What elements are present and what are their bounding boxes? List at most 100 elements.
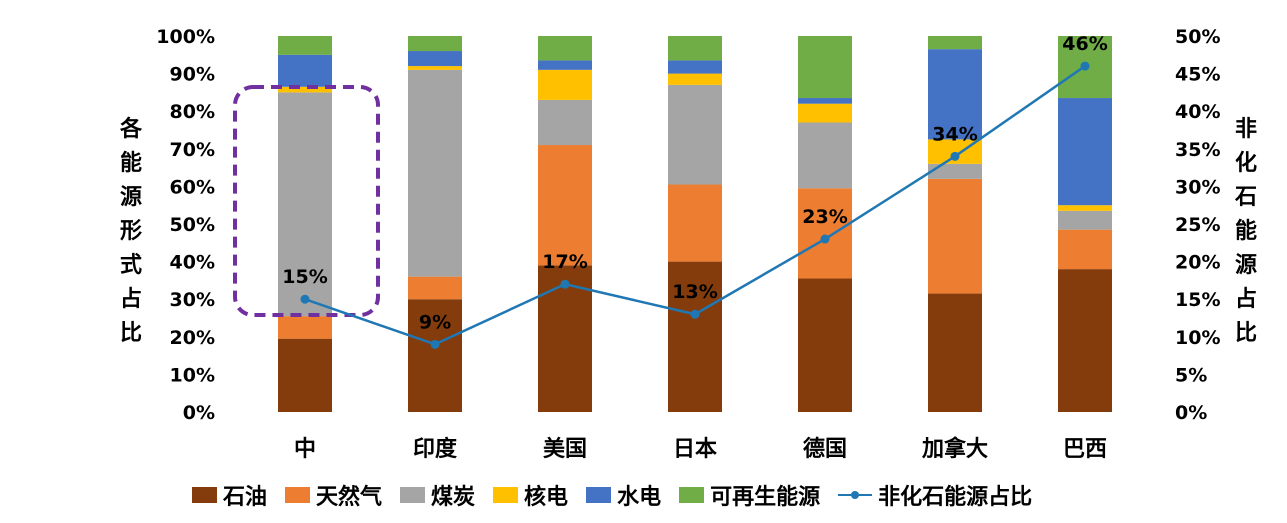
y-right-tick-label: 20% <box>1175 252 1220 274</box>
line-point-6 <box>1080 61 1090 71</box>
bar-segment-2-0 <box>278 92 332 317</box>
bar-segment-5-5 <box>928 36 982 50</box>
bar-segment-5-3 <box>668 36 722 61</box>
y-right-tick-label: 40% <box>1175 101 1220 123</box>
legend-swatch <box>493 487 519 503</box>
bar-segment-4-2 <box>538 60 592 70</box>
bar-segment-3-1 <box>408 66 462 70</box>
bar-segment-0-4 <box>798 278 852 412</box>
legend-item-0: 石油 <box>192 479 267 511</box>
category-label: 德国 <box>803 436 847 462</box>
legend-label: 石油 <box>223 485 268 510</box>
bar-segment-2-2 <box>538 99 592 146</box>
bar-segment-1-3 <box>668 184 722 262</box>
y-right-tick-label: 5% <box>1175 364 1207 386</box>
legend-label: 天然气 <box>316 485 383 510</box>
bar-segment-1-6 <box>1058 229 1112 270</box>
bar-segment-3-0 <box>278 86 332 93</box>
bar-segment-2-5 <box>928 163 982 179</box>
legend-item-4: 水电 <box>586 479 661 511</box>
bar-segment-2-6 <box>1058 210 1112 230</box>
y-right-tick-label: 50% <box>1175 26 1220 48</box>
energy-mix-chart: 0% 10% 20% 30% 40% 50% 60% 70% 80% 90% 100% 0% 5% 10%… <box>119 26 1257 462</box>
bar-segment-0-5 <box>928 293 982 412</box>
y-right-tick-label: 0% <box>1175 402 1207 424</box>
line-data-label: 17% <box>542 251 587 273</box>
y-left-axis-title: 各能源形式占比 <box>119 116 143 346</box>
y-right-tick-label: 45% <box>1175 64 1220 86</box>
bar-segment-3-2 <box>538 69 592 100</box>
bar-segment-4-6 <box>1058 98 1112 206</box>
y-left-tick-label: 80% <box>170 101 215 123</box>
bar-segment-4-0 <box>278 54 332 87</box>
line-data-label: 34% <box>932 123 977 145</box>
bar-segment-0-3 <box>668 261 722 412</box>
bar-segment-3-6 <box>1058 205 1112 211</box>
line-data-label: 15% <box>282 266 327 288</box>
y-left-tick-label: 50% <box>170 214 215 236</box>
bar-segment-3-4 <box>798 103 852 123</box>
y-left-tick-label: 0% <box>183 402 215 424</box>
line-point-0 <box>300 294 310 304</box>
y-right-tick-label: 30% <box>1175 176 1220 198</box>
line-point-3 <box>690 309 700 319</box>
bar-segment-5-0 <box>278 36 332 55</box>
bar-segment-5-1 <box>408 36 462 52</box>
y-left-tick-label: 90% <box>170 64 215 86</box>
line-data-label: 46% <box>1062 33 1107 55</box>
bar-segment-0-6 <box>1058 269 1112 412</box>
line-point-2 <box>560 279 570 289</box>
bar-segment-3-3 <box>668 73 722 85</box>
line-point-5 <box>950 151 960 161</box>
legend-label: 可再生能源 <box>710 485 821 510</box>
category-label: 日本 <box>673 437 717 462</box>
y-left-tick-label: 40% <box>170 252 215 274</box>
legend-item-5: 可再生能源 <box>679 479 820 511</box>
legend-label: 核电 <box>524 485 569 510</box>
bar-segment-2-4 <box>798 122 852 189</box>
y-left-tick-label: 20% <box>170 327 215 349</box>
bar-segment-0-0 <box>278 338 332 412</box>
legend-item-2: 煤炭 <box>400 479 475 511</box>
bar-segment-2-1 <box>408 69 462 277</box>
legend-swatch <box>679 487 705 503</box>
bar-segment-1-0 <box>278 316 332 339</box>
legend-line-marker <box>838 489 873 501</box>
y-right-tick-label: 25% <box>1175 214 1220 236</box>
line-data-label: 13% <box>672 281 717 303</box>
line-data-label: 23% <box>802 206 847 228</box>
chart-legend: 石油 天然气 煤炭 核电 水电 可再生能源 非化石能源占比 <box>192 478 1032 512</box>
legend-item-1: 天然气 <box>285 479 382 511</box>
y-left-tick-label: 60% <box>170 176 215 198</box>
y-right-axis-title: 非化石能源占比 <box>1234 117 1257 346</box>
bar-segment-1-4 <box>798 188 852 279</box>
category-label: 中 <box>294 437 316 462</box>
category-label: 印度 <box>413 436 458 462</box>
bar-segment-4-3 <box>668 60 722 74</box>
bar-segment-1-1 <box>408 276 462 300</box>
y-right-tick-label: 15% <box>1175 289 1220 311</box>
legend-swatch <box>192 487 217 503</box>
bar-segment-1-5 <box>928 178 982 294</box>
line-data-label: 9% <box>419 311 451 333</box>
legend-label: 非化石能源占比 <box>878 485 1033 510</box>
bar-segment-4-4 <box>798 98 852 104</box>
line-point-4 <box>820 234 830 244</box>
bar-segment-2-3 <box>668 84 722 185</box>
y-right-tick-label: 10% <box>1175 327 1220 349</box>
bar-segment-5-4 <box>798 36 852 99</box>
highlight-box <box>233 85 380 317</box>
bar-segment-0-2 <box>538 265 592 412</box>
legend-swatch <box>586 487 612 503</box>
y-left-tick-label: 10% <box>170 364 215 386</box>
legend-label: 水电 <box>617 485 662 510</box>
bar-segment-4-5 <box>928 49 982 140</box>
y-right-tick-label: 35% <box>1175 139 1220 161</box>
y-left-tick-label: 70% <box>170 139 215 161</box>
bar-segment-5-2 <box>538 36 592 61</box>
legend-item-line: 非化石能源占比 <box>838 479 1032 511</box>
legend-swatch <box>400 487 426 503</box>
legend-swatch <box>285 487 311 503</box>
legend-label: 煤炭 <box>431 485 476 510</box>
y-left-tick-label: 100% <box>156 26 215 48</box>
